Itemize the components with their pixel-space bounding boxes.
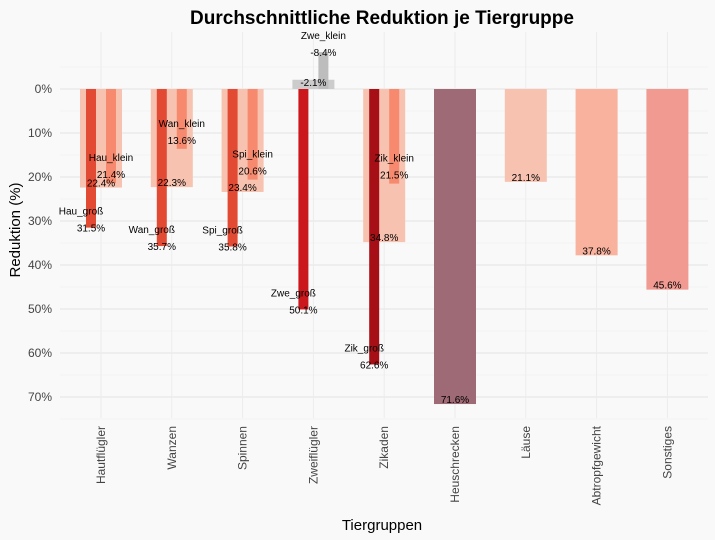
bars	[80, 52, 689, 405]
y-axis-label: Reduktion (%)	[7, 182, 24, 277]
value-label: 71.6%	[441, 395, 469, 406]
chart-title: Durchschnittliche Reduktion je Tiergrupp…	[190, 8, 574, 29]
bar-total	[575, 89, 618, 256]
series-name-label: Spi_klein	[232, 150, 273, 161]
series-name-label: Wan_klein	[159, 119, 205, 130]
value-label: 21.4%	[97, 170, 125, 181]
y-tick-label: 40%	[28, 258, 52, 272]
value-label: 13.6%	[168, 136, 196, 147]
bar-gross	[369, 89, 380, 365]
y-tick-label: 50%	[28, 302, 52, 316]
bar-total	[504, 89, 547, 182]
x-tick-label: Sonstiges	[660, 426, 674, 479]
y-tick-label: 70%	[28, 390, 52, 404]
value-label: 35.8%	[218, 243, 246, 254]
bar-gross	[156, 89, 167, 247]
y-tick-label: 20%	[28, 170, 52, 184]
series-name-label: Hau_groß	[59, 207, 103, 218]
bar-klein	[318, 52, 329, 89]
value-label: 31.5%	[77, 224, 105, 235]
bar-total	[292, 79, 335, 89]
value-label: 34.8%	[370, 233, 398, 244]
value-label: 22.3%	[158, 178, 186, 189]
bar-klein	[247, 89, 258, 180]
value-label: 37.8%	[582, 246, 610, 257]
bar-gross	[298, 89, 309, 310]
x-tick-label: Heuschrecken	[448, 426, 462, 503]
data-labels: 22.4% 31.5% Hau_groß 21.4% Hau_klein 22.3% 35.…	[59, 31, 682, 406]
value-label: 50.1%	[289, 305, 317, 316]
series-name-label: Zik_klein	[374, 154, 413, 165]
x-tick-label: Läuse	[519, 426, 533, 459]
y-axis-ticks: 0% 10% 20% 30% 40% 50% 60% 70%	[28, 82, 52, 404]
series-name-label: Spi_groß	[202, 226, 243, 237]
bar-total	[646, 89, 689, 290]
value-label: 45.6%	[653, 281, 681, 292]
value-label: 35.7%	[148, 242, 176, 253]
x-tick-label: Abtropfgewicht	[590, 425, 604, 505]
value-label: 20.6%	[238, 167, 266, 178]
value-label: -8.4%	[310, 48, 336, 59]
value-label: 23.4%	[228, 183, 256, 194]
x-tick-label: Wanzen	[165, 426, 179, 470]
series-name-label: Wan_groß	[129, 225, 175, 236]
bar-total	[434, 89, 476, 405]
series-name-label: Zwe_klein	[301, 31, 346, 42]
value-label: 22.4%	[87, 179, 115, 190]
value-label: 21.1%	[512, 173, 540, 184]
value-label: -2.1%	[300, 78, 326, 89]
series-name-label: Hau_klein	[89, 153, 133, 164]
x-axis-label: Tiergruppen	[342, 517, 422, 534]
x-axis-ticks: Hautflügler Wanzen Spinnen Zweiflügler Zikad…	[94, 425, 674, 505]
x-tick-label: Spinnen	[236, 426, 250, 470]
value-label: 62.6%	[360, 360, 388, 371]
series-name-label: Zwe_groß	[271, 288, 316, 299]
y-tick-label: 10%	[28, 126, 52, 140]
value-label: 21.5%	[380, 171, 408, 182]
x-tick-label: Hautflügler	[94, 426, 108, 484]
bar-gross	[86, 89, 96, 228]
bar-klein	[176, 89, 187, 149]
series-name-label: Zik_groß	[344, 343, 383, 354]
y-tick-label: 60%	[28, 346, 52, 360]
bar-klein	[389, 89, 400, 184]
bar-gross	[227, 89, 238, 247]
y-tick-label: 30%	[28, 214, 52, 228]
x-tick-label: Zikaden	[377, 426, 391, 469]
y-tick-label: 0%	[35, 82, 53, 96]
x-tick-label: Zweiflügler	[306, 426, 320, 484]
bar-klein	[106, 89, 116, 184]
